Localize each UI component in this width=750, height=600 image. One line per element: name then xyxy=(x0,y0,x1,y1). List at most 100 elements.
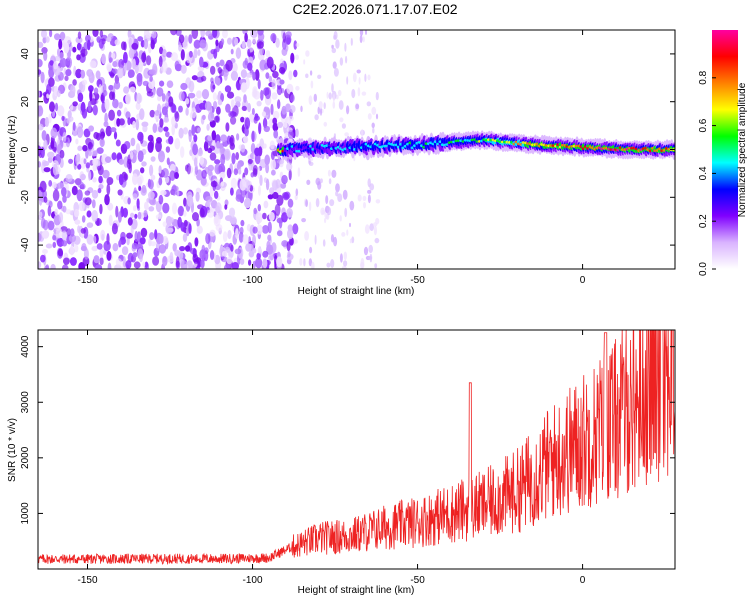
noise-cell xyxy=(77,31,82,40)
noise-cell xyxy=(49,30,53,38)
noise-cell xyxy=(252,248,257,254)
noise-cell xyxy=(38,69,42,75)
noise-cell xyxy=(250,30,258,38)
noise-cell xyxy=(238,168,242,175)
noise-cell xyxy=(308,95,313,106)
noise-cell xyxy=(263,143,267,149)
noise-cell xyxy=(313,93,317,102)
noise-cell xyxy=(139,108,145,120)
noise-cell xyxy=(236,162,241,171)
heatmap-cells xyxy=(38,30,675,269)
noise-cell xyxy=(106,36,112,43)
noise-cell xyxy=(213,48,218,59)
noise-cell xyxy=(368,244,374,254)
noise-cell xyxy=(261,111,266,117)
noise-cell xyxy=(281,47,288,57)
noise-cell xyxy=(285,103,291,113)
noise-cell xyxy=(333,67,339,77)
colorbar-tick-label: 0.8 xyxy=(698,70,709,84)
noise-cell xyxy=(344,207,348,218)
noise-cell xyxy=(134,230,139,243)
noise-cell xyxy=(148,78,156,90)
noise-cell xyxy=(99,257,104,266)
noise-cell xyxy=(297,167,301,178)
noise-cell xyxy=(221,250,228,257)
noise-cell xyxy=(76,42,82,51)
noise-cell xyxy=(65,174,73,183)
x-tick-label: 0 xyxy=(580,275,586,286)
noise-cell xyxy=(220,181,225,187)
noise-cell xyxy=(135,143,141,154)
noise-cell xyxy=(200,30,206,38)
noise-cell xyxy=(111,223,118,235)
noise-cell xyxy=(264,87,272,100)
noise-cell xyxy=(317,181,322,190)
noise-cell xyxy=(212,30,218,38)
noise-cell xyxy=(123,51,128,64)
noise-cell xyxy=(342,189,348,200)
spectrogram-ylabel: Frequency (Hz) xyxy=(7,116,18,185)
noise-cell xyxy=(162,255,168,267)
noise-cell xyxy=(66,117,71,124)
noise-cell xyxy=(53,61,58,70)
noise-cell xyxy=(240,144,246,153)
noise-cell xyxy=(131,242,138,250)
noise-cell xyxy=(161,93,166,102)
noise-cell xyxy=(287,130,294,139)
noise-cell xyxy=(154,110,160,116)
noise-cell xyxy=(161,168,169,178)
noise-cell xyxy=(149,199,157,206)
noise-cell xyxy=(61,115,65,121)
noise-cell xyxy=(205,30,213,37)
noise-cell xyxy=(166,227,174,233)
noise-cell xyxy=(43,167,51,173)
noise-cell xyxy=(175,256,180,268)
noise-cell xyxy=(80,173,86,181)
colorbar-tick-label: 0.6 xyxy=(698,118,709,132)
noise-cell xyxy=(65,58,71,66)
noise-cell xyxy=(107,202,114,211)
noise-cell xyxy=(75,72,82,79)
noise-cell xyxy=(287,198,294,208)
noise-cell xyxy=(238,231,244,243)
noise-cell xyxy=(367,113,372,120)
noise-cell xyxy=(115,139,121,147)
noise-cell xyxy=(275,37,280,48)
noise-cell xyxy=(235,47,242,59)
noise-cell xyxy=(184,35,189,43)
noise-cell xyxy=(104,194,110,206)
noise-cell xyxy=(240,219,245,227)
noise-cell xyxy=(252,71,256,81)
noise-cell xyxy=(357,194,362,202)
noise-cell xyxy=(310,80,314,89)
noise-cell xyxy=(233,168,239,176)
noise-cell xyxy=(289,105,296,113)
noise-cell xyxy=(47,220,55,231)
noise-cell xyxy=(209,120,216,128)
noise-cell xyxy=(72,46,77,53)
noise-cell xyxy=(212,92,217,101)
noise-cell xyxy=(277,121,284,128)
noise-cell xyxy=(330,259,335,268)
noise-cell xyxy=(239,178,247,191)
noise-cell xyxy=(293,69,298,78)
noise-cell xyxy=(171,104,177,113)
noise-cell xyxy=(271,191,279,200)
noise-cell xyxy=(62,205,67,213)
noise-cell xyxy=(174,138,181,150)
noise-cell xyxy=(287,228,294,240)
noise-cell xyxy=(285,31,292,38)
noise-cell xyxy=(80,48,88,57)
noise-cell xyxy=(235,152,239,160)
noise-cell xyxy=(118,174,124,186)
spectrogram-ticks: -150 -100 -50 0 -40 -20 0 20 40 xyxy=(20,30,675,286)
noise-cell xyxy=(148,69,156,75)
noise-cell xyxy=(367,194,371,204)
noise-cell xyxy=(331,83,334,93)
noise-cell xyxy=(126,232,133,239)
spectrogram-heatmap xyxy=(38,30,675,269)
noise-cell xyxy=(314,234,317,245)
noise-cell xyxy=(180,146,185,159)
noise-cell xyxy=(117,211,122,223)
noise-cell xyxy=(194,237,199,247)
